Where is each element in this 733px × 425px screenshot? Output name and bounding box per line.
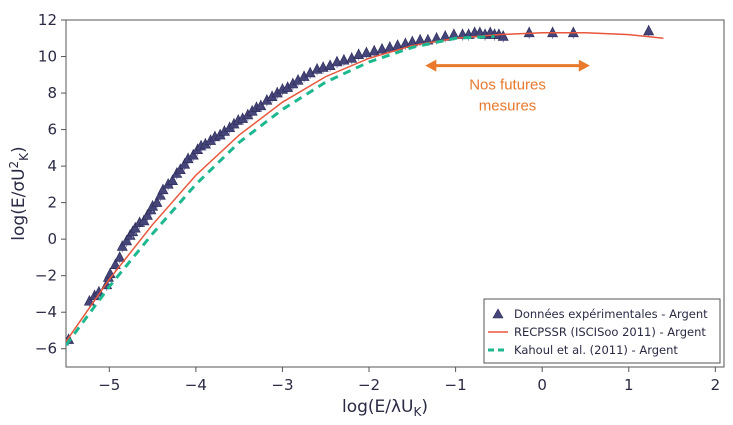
data-point [338, 54, 350, 65]
plot-content [66, 24, 664, 346]
y-tick-label: 2 [47, 194, 57, 212]
data-point [376, 43, 388, 54]
data-point [129, 222, 141, 233]
data-point [141, 209, 153, 220]
series-line-kahoul [66, 34, 495, 346]
data-point [353, 48, 365, 60]
data-point [116, 240, 128, 251]
y-tick-label: 6 [47, 121, 57, 139]
annotation-arrow-head-left [425, 59, 437, 72]
y-tick-label: −2 [35, 267, 57, 285]
data-point [187, 149, 199, 160]
legend-label-kahoul: Kahoul et al. (2011) - Argent [514, 343, 678, 357]
data-point [384, 41, 396, 52]
y-tick-label: −6 [35, 340, 57, 358]
data-point [174, 163, 186, 175]
legend-label-data: Données expérimentales - Argent [514, 307, 708, 321]
data-point [151, 196, 163, 207]
data-point [368, 44, 380, 56]
x-tick-label: 1 [624, 376, 634, 394]
annotation-text-line2: mesures [479, 98, 537, 115]
legend-marker-data [492, 308, 504, 319]
data-point [179, 158, 191, 169]
x-tick-label: −3 [271, 376, 293, 394]
y-axis-label-group: log(E/σU2K) [7, 146, 31, 240]
annotation-arrow-head-right [578, 59, 590, 72]
y-tick-label: 8 [47, 84, 57, 102]
legend-label-recpssr: RECPSSR (ISCISoo 2011) - Argent [514, 325, 706, 339]
data-point [523, 26, 535, 38]
y-tick-label: 4 [47, 157, 57, 175]
annotation-text-line1: Nos futures [469, 77, 546, 94]
data-point [643, 24, 655, 36]
data-point [157, 183, 169, 195]
x-axis-label: log(E/λUK) [342, 397, 428, 419]
x-tick-label: −1 [445, 376, 467, 394]
y-tick-label: 10 [38, 48, 57, 66]
data-point [497, 30, 509, 41]
y-tick-label: −4 [35, 303, 57, 321]
x-tick-label: 0 [537, 376, 547, 394]
data-point [255, 99, 267, 111]
x-tick-label: −2 [358, 376, 380, 394]
data-point [138, 214, 150, 226]
y-tick-label: 12 [38, 11, 57, 29]
x-tick-label: −4 [185, 376, 207, 394]
data-point [360, 46, 372, 58]
plot-frame [65, 19, 725, 368]
y-tick-label: 0 [47, 230, 57, 248]
series-markers [66, 24, 655, 346]
plot-area: −5 −4 −3 −2 −1 0 1 2−6−4−2024681012log(E/λUK)lo… [7, 11, 725, 419]
legend: Données expérimentales - Argent RECPSSR (… [483, 298, 721, 364]
data-point [109, 258, 121, 270]
data-point [121, 234, 133, 246]
data-point [114, 251, 126, 262]
x-tick-label: −5 [98, 376, 120, 394]
legend-box [483, 298, 721, 364]
x-tick-label: 2 [711, 376, 721, 394]
series-line-recpssr [66, 32, 664, 342]
data-point [166, 174, 178, 186]
y-axis-label: log(E/σU2K) [7, 146, 31, 240]
data-point [83, 295, 95, 306]
